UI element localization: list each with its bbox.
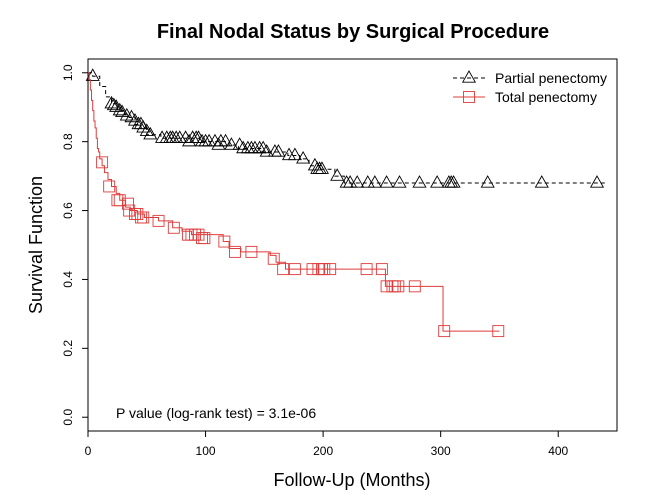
series-1 [88,72,505,338]
x-tick-label: 100 [196,444,216,458]
censor-triangle-marker [379,175,394,188]
censor-triangle-marker [218,133,233,147]
logrank-annotation: P value (log-rank test) = 3.1e-06 [116,405,316,421]
censor-triangle-marker [534,175,549,188]
censor-square-marker [267,252,280,265]
censor-square-marker [438,325,451,338]
censor-square-marker [103,180,116,193]
x-tick-label: 300 [431,444,451,458]
censor-square-marker [198,232,211,245]
censor-square-marker [463,91,475,103]
censor-triangle-marker [182,133,197,147]
censor-square-marker [96,156,109,169]
censor-triangle-marker [412,175,427,188]
censor-triangle-marker [259,144,274,157]
censor-triangle-marker [106,97,121,111]
plot-area [85,68,606,338]
chart-title: Final Nodal Status by Surgical Procedure [157,21,549,43]
survival-curve-1 [88,72,500,332]
censor-triangle-marker [256,140,271,154]
censor-square-marker [392,280,405,293]
censor-triangle-marker [154,130,170,143]
censor-triangle-marker [136,119,151,133]
censor-triangle-marker [124,109,139,123]
censor-triangle-marker [119,107,134,121]
y-tick-label: 0.8 [61,133,75,150]
censor-triangle-marker [589,175,605,188]
legend-label-1: Total penectomy [495,89,597,105]
censor-triangle-marker [213,133,228,147]
censor-square-marker [492,325,505,338]
censor-triangle-marker [112,102,127,116]
legend-label-0: Partial penectomy [495,70,607,86]
censor-triangle-marker [330,168,345,181]
censor-square-marker [228,245,241,258]
censor-square-marker [408,280,421,293]
censor-triangle-marker [367,175,382,188]
censor-triangle-marker [127,113,143,126]
censor-triangle-marker [296,150,311,164]
censor-triangle-marker [360,175,375,188]
censor-square-marker [218,235,231,248]
censor-triangle-marker [392,175,407,188]
censor-triangle-marker [131,116,146,130]
censor-triangle-marker [139,123,154,136]
censor-triangle-marker [430,175,445,188]
survival-curve-0 [88,72,606,184]
censor-triangle-marker [178,130,193,143]
censor-square-marker [288,263,301,276]
censor-triangle-marker [143,126,158,140]
censor-triangle-marker [314,161,330,174]
censor-square-marker [152,214,165,227]
x-tick-label: 400 [548,444,568,458]
censor-triangle-marker [109,99,124,112]
plot-frame [87,58,618,432]
y-axis-label: Survival Function [26,176,46,314]
x-tick-label: 200 [313,444,333,458]
censor-triangle-marker [281,147,297,161]
censor-square-marker [137,211,150,224]
censor-triangle-marker [232,137,247,150]
y-tick-label: 0.6 [61,202,75,219]
censor-triangle-marker [343,175,358,188]
x-tick-label: 0 [85,444,92,458]
censor-triangle-marker [310,161,325,174]
censor-triangle-marker [271,144,286,157]
censor-triangle-marker [441,175,456,188]
series-0 [85,68,606,188]
censor-square-marker [277,263,290,276]
censor-square-marker [122,197,134,210]
censor-triangle-marker [461,70,477,83]
y-tick-label: 0.0 [61,409,75,426]
y-tick-label: 1.0 [61,64,75,81]
censor-square-marker [245,245,258,258]
censor-triangle-marker [350,175,365,188]
x-axis-label: Follow-Up (Months) [273,470,430,490]
y-axis: 0.0 0.2 0.4 0.6 0.8 1.0 [61,64,88,426]
censor-triangle-marker [224,137,239,150]
y-tick-label: 0.2 [61,340,75,357]
censor-triangle-marker [446,175,461,188]
legend: Partial penectomy Total penectomy [453,70,607,105]
censor-triangle-marker [444,175,459,188]
x-axis: 0 100 200 300 400 [85,431,569,458]
y-tick-label: 0.4 [61,271,75,288]
censor-triangle-marker [287,147,302,161]
censor-square-marker [113,194,126,207]
censor-triangle-marker [307,157,322,171]
censor-square-marker [360,263,373,276]
censor-triangle-marker [480,175,495,188]
censor-square-marker [375,263,388,276]
censor-triangle-marker [191,130,206,143]
censor-square-marker [167,221,180,234]
censor-square-marker [324,263,337,276]
